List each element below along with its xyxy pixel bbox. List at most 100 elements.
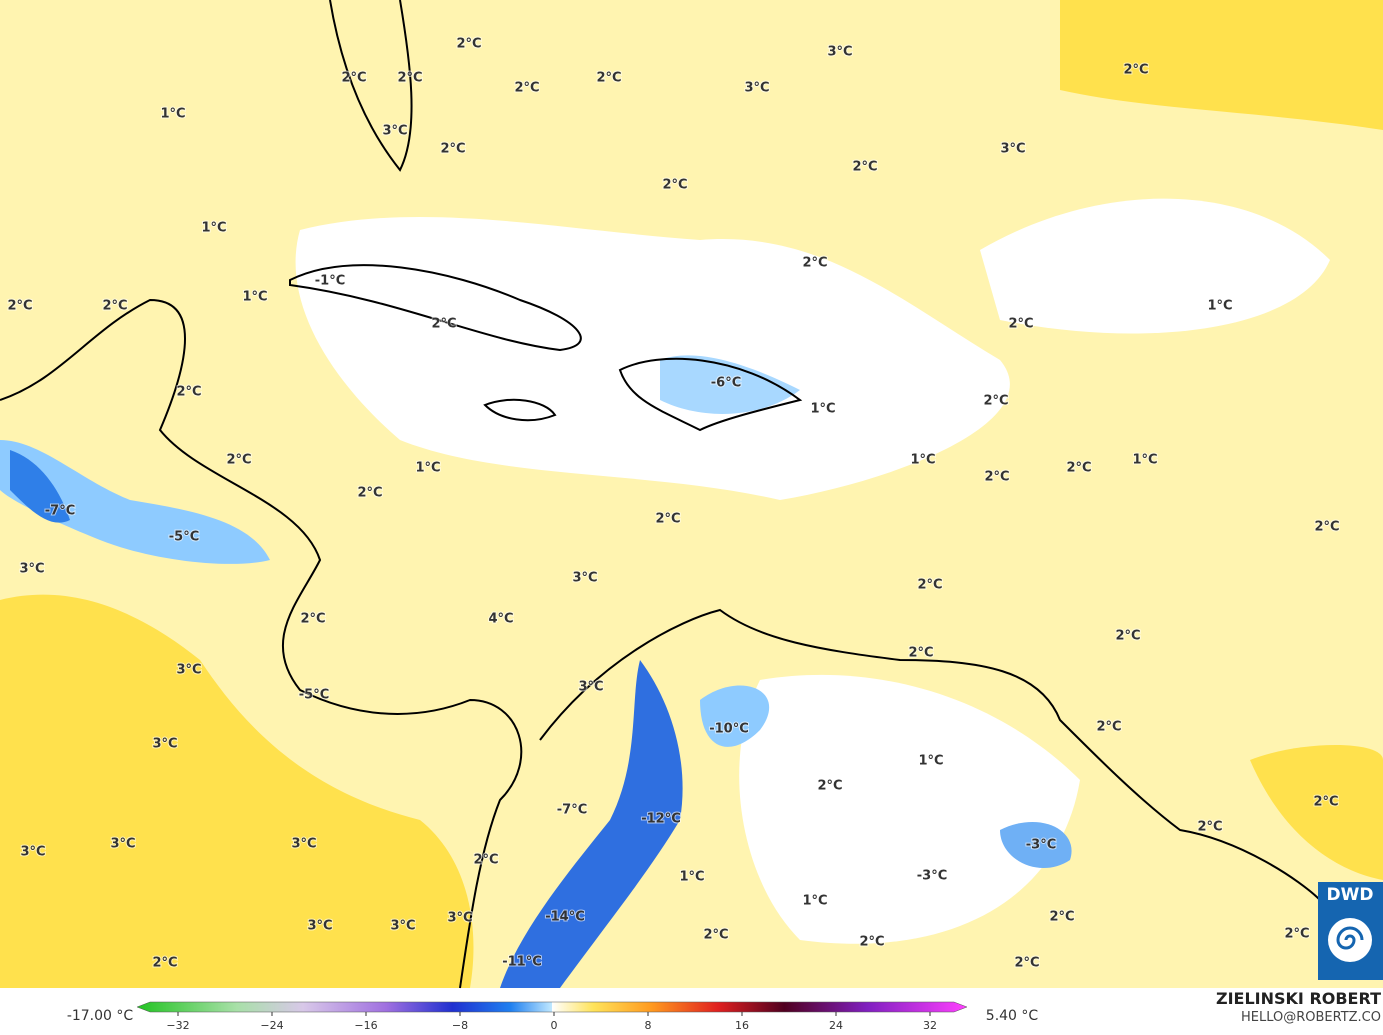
temp-label: 2°C xyxy=(1096,720,1121,735)
temp-label: -1°C xyxy=(315,274,345,289)
temp-label: 3°C xyxy=(744,81,769,96)
temp-label: 1°C xyxy=(160,107,185,122)
temp-label: 2°C xyxy=(983,394,1008,409)
logo-mark xyxy=(1328,918,1372,962)
coastline xyxy=(329,0,413,172)
logo-text: DWD xyxy=(1327,885,1374,905)
cold-area xyxy=(1000,821,1072,869)
temp-label: 2°C xyxy=(176,385,201,400)
temp-label: 2°C xyxy=(456,37,481,52)
cool-area xyxy=(739,674,1080,944)
temp-label: 3°C xyxy=(110,837,135,852)
temp-label: 1°C xyxy=(810,402,835,417)
temp-label: 3°C xyxy=(307,919,332,934)
cool-area xyxy=(295,217,1010,500)
temp-label: 2°C xyxy=(1314,520,1339,535)
temp-label: 3°C xyxy=(152,737,177,752)
author: ZIELINSKI ROBERT xyxy=(1215,989,1381,1008)
logo-swirl xyxy=(1336,926,1364,950)
temp-label: 1°C xyxy=(918,754,943,769)
email: HELLO@ROBERTZ.CO xyxy=(1240,1010,1381,1025)
temp-label: 2°C xyxy=(102,299,127,314)
temp-label: 2°C xyxy=(431,317,456,332)
temp-label: 2°C xyxy=(473,853,498,868)
temp-label: 2°C xyxy=(802,256,827,271)
temp-label: 2°C xyxy=(852,160,877,175)
temp-label: 2°C xyxy=(1313,795,1338,810)
colorbar xyxy=(136,1001,968,1013)
temp-label: 1°C xyxy=(1207,299,1232,314)
colorbar-tick-label: 32 xyxy=(923,1019,937,1032)
temp-label: 2°C xyxy=(357,486,382,501)
warm-area xyxy=(0,594,474,988)
temp-label: -12°C xyxy=(641,812,681,827)
temp-label: 3°C xyxy=(20,845,45,860)
colorbar-tick-label: 0 xyxy=(551,1019,558,1032)
temp-label: 1°C xyxy=(242,290,267,305)
temp-label: 2°C xyxy=(596,71,621,86)
coastline xyxy=(539,608,1321,901)
temp-label: 3°C xyxy=(176,663,201,678)
temp-label: 2°C xyxy=(908,646,933,661)
temp-label: -11°C xyxy=(502,955,542,970)
temp-label: -7°C xyxy=(45,504,75,519)
temp-label: 2°C xyxy=(1066,461,1091,476)
colorbar-tick-label: 24 xyxy=(829,1019,843,1032)
colorbar-min: -17.00 °C xyxy=(67,1008,134,1024)
temp-label: 2°C xyxy=(703,928,728,943)
colorbar-tick-label: −8 xyxy=(452,1019,468,1032)
temp-label: 3°C xyxy=(291,837,316,852)
temp-label: 1°C xyxy=(201,221,226,236)
temp-label: -5°C xyxy=(299,688,329,703)
temp-label: 1°C xyxy=(802,894,827,909)
temp-label: 2°C xyxy=(655,512,680,527)
temp-label: 2°C xyxy=(440,142,465,157)
cold-area xyxy=(660,355,800,414)
temp-label: 2°C xyxy=(662,178,687,193)
warm-area xyxy=(1250,745,1383,880)
temp-label: 2°C xyxy=(1284,927,1309,942)
temp-label: 2°C xyxy=(1008,317,1033,332)
temp-label: -6°C xyxy=(711,376,741,391)
temp-label: 2°C xyxy=(1197,820,1222,835)
temp-label: -5°C xyxy=(169,530,199,545)
temp-label: 3°C xyxy=(19,562,44,577)
colorbar-tick-label: −16 xyxy=(354,1019,377,1032)
temp-label: 2°C xyxy=(397,71,422,86)
cold-area xyxy=(10,450,70,523)
temp-label: 2°C xyxy=(152,956,177,971)
temp-label: -14°C xyxy=(545,910,585,925)
cool-area xyxy=(980,198,1330,334)
temp-label: 2°C xyxy=(817,779,842,794)
cold-area xyxy=(700,685,770,747)
temp-label: 1°C xyxy=(1132,453,1157,468)
coastline xyxy=(0,298,523,989)
temp-label: 3°C xyxy=(382,124,407,139)
temp-label: 3°C xyxy=(578,680,603,695)
coastline xyxy=(618,357,803,432)
colorbar-max: 5.40 °C xyxy=(986,1008,1039,1024)
temp-label: 2°C xyxy=(226,453,251,468)
temp-label: 2°C xyxy=(917,578,942,593)
temp-label: -7°C xyxy=(557,803,587,818)
temp-label: 2°C xyxy=(514,81,539,96)
temp-label: 3°C xyxy=(390,919,415,934)
temp-label: 1°C xyxy=(910,453,935,468)
temp-label: 2°C xyxy=(7,299,32,314)
temp-label: 3°C xyxy=(572,571,597,586)
colorbar-tick-label: 16 xyxy=(735,1019,749,1032)
temp-label: 4°C xyxy=(488,612,513,627)
temp-label: 1°C xyxy=(679,870,704,885)
temp-label: 2°C xyxy=(1115,629,1140,644)
cold-area xyxy=(0,440,270,564)
cold-area xyxy=(500,660,683,988)
temp-label: 2°C xyxy=(859,935,884,950)
temp-label: 1°C xyxy=(415,461,440,476)
temp-label: 3°C xyxy=(827,45,852,60)
coastline xyxy=(289,264,582,352)
temp-label: 3°C xyxy=(1000,142,1025,157)
temp-label: 2°C xyxy=(341,71,366,86)
colorbar-tick-label: 8 xyxy=(645,1019,652,1032)
